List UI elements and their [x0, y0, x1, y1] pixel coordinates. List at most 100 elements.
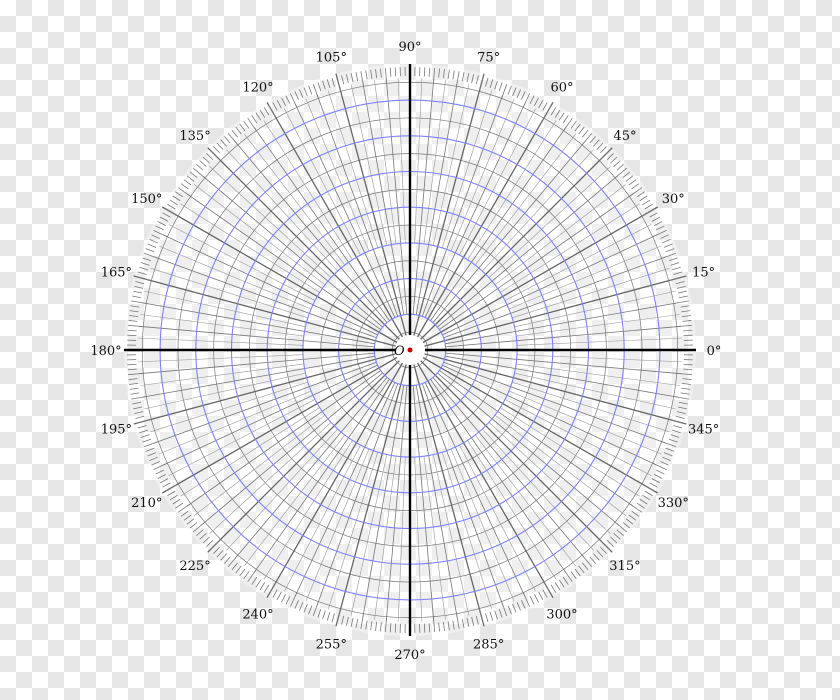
degree-tick [538, 591, 544, 601]
degree-tick [668, 438, 678, 443]
major-radial-line [161, 356, 398, 494]
fine-radial-line [350, 454, 388, 616]
degree-tick [521, 600, 526, 609]
radial-line [154, 256, 377, 339]
degree-tick [675, 415, 685, 419]
degree-tick [582, 562, 589, 571]
degree-tick [574, 568, 581, 577]
degree-tick [259, 109, 266, 118]
degree-tick [247, 117, 257, 131]
major-radial-line [416, 101, 554, 338]
degree-tick [196, 164, 204, 171]
fine-radial-line [180, 203, 320, 293]
fine-radial-line [514, 372, 676, 410]
degree-tick [676, 324, 692, 328]
degree-tick [673, 300, 689, 304]
fine-radial-line [144, 290, 306, 328]
fine-radial-line [467, 440, 557, 580]
degree-tick [209, 539, 221, 551]
degree-tick [317, 82, 322, 92]
degree-tick [660, 461, 669, 466]
degree-tick [681, 310, 691, 313]
degree-tick [613, 160, 621, 167]
degree-tick [145, 447, 155, 452]
degree-tick [239, 568, 246, 577]
degree-tick [452, 620, 455, 630]
degree-tick [676, 285, 686, 289]
degree-tick [438, 622, 440, 632]
degree-tick [355, 72, 359, 82]
degree-tick [308, 605, 313, 615]
radial-line [201, 174, 383, 328]
radial-line [294, 382, 396, 597]
degree-tick [673, 271, 683, 275]
major-radial-line [335, 73, 407, 336]
fine-radial-line [514, 290, 676, 328]
degree-tick [134, 411, 144, 415]
degree-tick [139, 429, 149, 434]
degree-tick [345, 74, 349, 84]
degree-tick [636, 191, 645, 198]
angle-label: 150° [131, 192, 162, 207]
degree-tick [466, 73, 470, 83]
degree-tick [665, 248, 675, 253]
degree-tick [355, 618, 359, 628]
fine-radial-line [226, 149, 338, 272]
degree-tick [132, 401, 142, 405]
fine-radial-line [284, 108, 361, 256]
fine-radial-line [516, 363, 680, 386]
degree-tick [562, 115, 569, 124]
fine-radial-line [488, 422, 611, 534]
radial-line [362, 385, 405, 618]
fine-radial-line [226, 428, 338, 551]
degree-tick [247, 569, 257, 583]
degree-tick [285, 596, 291, 605]
degree-tick [662, 456, 671, 461]
radial-line [443, 256, 666, 339]
degree-tick [389, 623, 392, 633]
degree-tick [442, 69, 445, 79]
degree-tick [183, 179, 192, 186]
degree-tick [574, 123, 581, 132]
radial-line [186, 370, 381, 507]
degree-tick [683, 368, 693, 371]
fine-radial-line [500, 407, 640, 497]
degree-tick [589, 136, 596, 144]
degree-tick [644, 203, 653, 210]
angle-label: 330° [658, 496, 689, 511]
degree-tick [299, 602, 304, 611]
fine-radial-line [432, 454, 470, 616]
angle-label: 60° [550, 81, 573, 96]
degree-tick [610, 536, 618, 544]
degree-tick [136, 276, 152, 282]
degree-tick [516, 602, 521, 611]
degree-tick [516, 89, 521, 98]
degree-tick [326, 79, 331, 89]
degree-tick [172, 195, 181, 202]
degree-tick [673, 396, 689, 400]
angle-label: 210° [131, 496, 162, 511]
radial-line [154, 361, 377, 444]
degree-tick [622, 171, 631, 178]
degree-tick [281, 593, 286, 603]
degree-tick [135, 415, 145, 419]
degree-tick [456, 613, 460, 629]
radial-line [163, 234, 378, 336]
degree-tick [550, 107, 557, 116]
degree-tick [380, 622, 382, 632]
degree-tick [521, 91, 526, 100]
degree-tick [628, 179, 637, 186]
fine-radial-line [516, 337, 682, 346]
degree-tick [534, 97, 539, 107]
degree-tick [169, 494, 178, 501]
radial-line [424, 382, 526, 597]
angle-label: 195° [101, 423, 132, 438]
degree-tick [485, 613, 489, 623]
degree-tick [255, 112, 262, 121]
degree-tick [131, 396, 147, 400]
degree-tick [235, 565, 242, 574]
degree-tick [522, 93, 530, 108]
degree-tick [149, 239, 158, 244]
degree-tick [167, 203, 176, 210]
radial-line [142, 355, 375, 398]
